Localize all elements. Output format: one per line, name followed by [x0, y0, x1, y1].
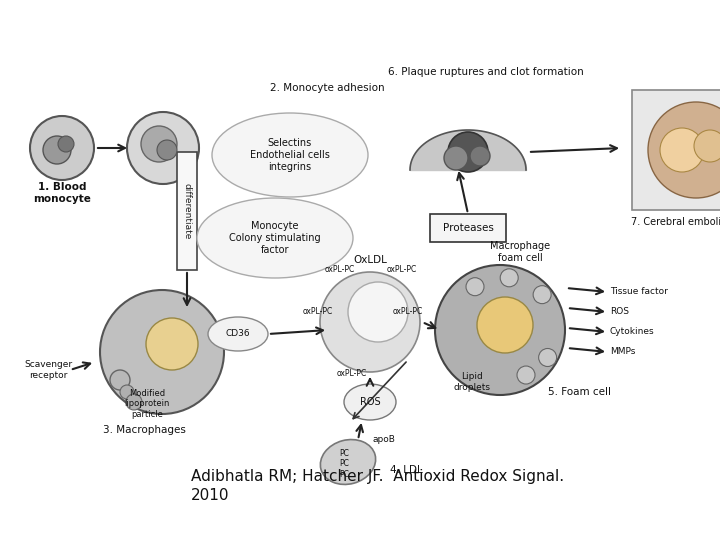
Circle shape — [648, 102, 720, 198]
Bar — [632, 90, 720, 210]
Text: Macrophage
foam cell: Macrophage foam cell — [490, 241, 550, 263]
Text: OxLDL: OxLDL — [353, 255, 387, 265]
Text: 4. LDL: 4. LDL — [390, 465, 423, 475]
Text: oxPL-PC: oxPL-PC — [387, 266, 417, 274]
Circle shape — [477, 297, 533, 353]
Text: CD36: CD36 — [225, 329, 251, 339]
Text: ROS: ROS — [360, 397, 380, 407]
Bar — [177, 152, 197, 270]
Circle shape — [444, 146, 468, 170]
Text: 3. Macrophages: 3. Macrophages — [102, 425, 186, 435]
Ellipse shape — [208, 317, 268, 351]
Circle shape — [43, 136, 71, 164]
Text: 1. Blood
monocyte: 1. Blood monocyte — [33, 182, 91, 204]
Text: ROS: ROS — [610, 307, 629, 316]
Text: oxPL-PC: oxPL-PC — [393, 307, 423, 316]
Text: Monocyte
Colony stimulating
factor: Monocyte Colony stimulating factor — [229, 221, 321, 254]
Circle shape — [660, 128, 704, 172]
Circle shape — [500, 269, 518, 287]
Circle shape — [435, 265, 565, 395]
Text: 6. Plaque ruptures and clot formation: 6. Plaque ruptures and clot formation — [388, 67, 584, 77]
Text: 7. Cerebral embolism causes stroke: 7. Cerebral embolism causes stroke — [631, 217, 720, 227]
Circle shape — [539, 348, 557, 367]
Text: oxPL-PC: oxPL-PC — [337, 369, 367, 379]
Text: Proteases: Proteases — [443, 223, 493, 233]
Ellipse shape — [320, 440, 376, 484]
Circle shape — [126, 394, 142, 410]
Text: Modified
lipoprotein
particle: Modified lipoprotein particle — [125, 389, 170, 419]
Text: Cytokines: Cytokines — [610, 327, 654, 336]
Text: differentiate: differentiate — [182, 183, 192, 239]
Circle shape — [533, 286, 551, 303]
Text: oxPL-PC: oxPL-PC — [303, 307, 333, 316]
Ellipse shape — [212, 113, 368, 197]
Text: Selectins
Endothelial cells
integrins: Selectins Endothelial cells integrins — [250, 138, 330, 172]
Circle shape — [141, 126, 177, 162]
Text: Lipid
droplets: Lipid droplets — [454, 372, 490, 391]
Circle shape — [157, 140, 177, 160]
Ellipse shape — [197, 198, 353, 278]
Circle shape — [517, 366, 535, 384]
Text: oxPL-PC: oxPL-PC — [325, 266, 355, 274]
Text: 2. Monocyte adhesion: 2. Monocyte adhesion — [270, 83, 384, 93]
Text: 2010: 2010 — [191, 488, 229, 503]
Circle shape — [320, 272, 420, 372]
Ellipse shape — [344, 384, 396, 420]
Text: PC
PC
PC: PC PC PC — [339, 449, 349, 479]
Circle shape — [694, 130, 720, 162]
Circle shape — [100, 290, 224, 414]
Circle shape — [127, 112, 199, 184]
Circle shape — [348, 282, 408, 342]
Circle shape — [470, 146, 490, 166]
Text: Adibhatla RM; Hatcher JF.  Antioxid Redox Signal.: Adibhatla RM; Hatcher JF. Antioxid Redox… — [191, 469, 564, 484]
Circle shape — [466, 278, 484, 296]
Bar — [430, 214, 506, 242]
Circle shape — [58, 136, 74, 152]
Text: 5. Foam cell: 5. Foam cell — [549, 387, 611, 397]
Circle shape — [120, 385, 134, 399]
Circle shape — [110, 370, 130, 390]
Text: apoB: apoB — [372, 435, 395, 444]
Circle shape — [448, 132, 488, 172]
Circle shape — [30, 116, 94, 180]
Text: Tissue factor: Tissue factor — [610, 287, 668, 296]
Text: MMPs: MMPs — [610, 348, 635, 356]
Circle shape — [146, 318, 198, 370]
Text: Scavenger
receptor: Scavenger receptor — [24, 360, 72, 380]
